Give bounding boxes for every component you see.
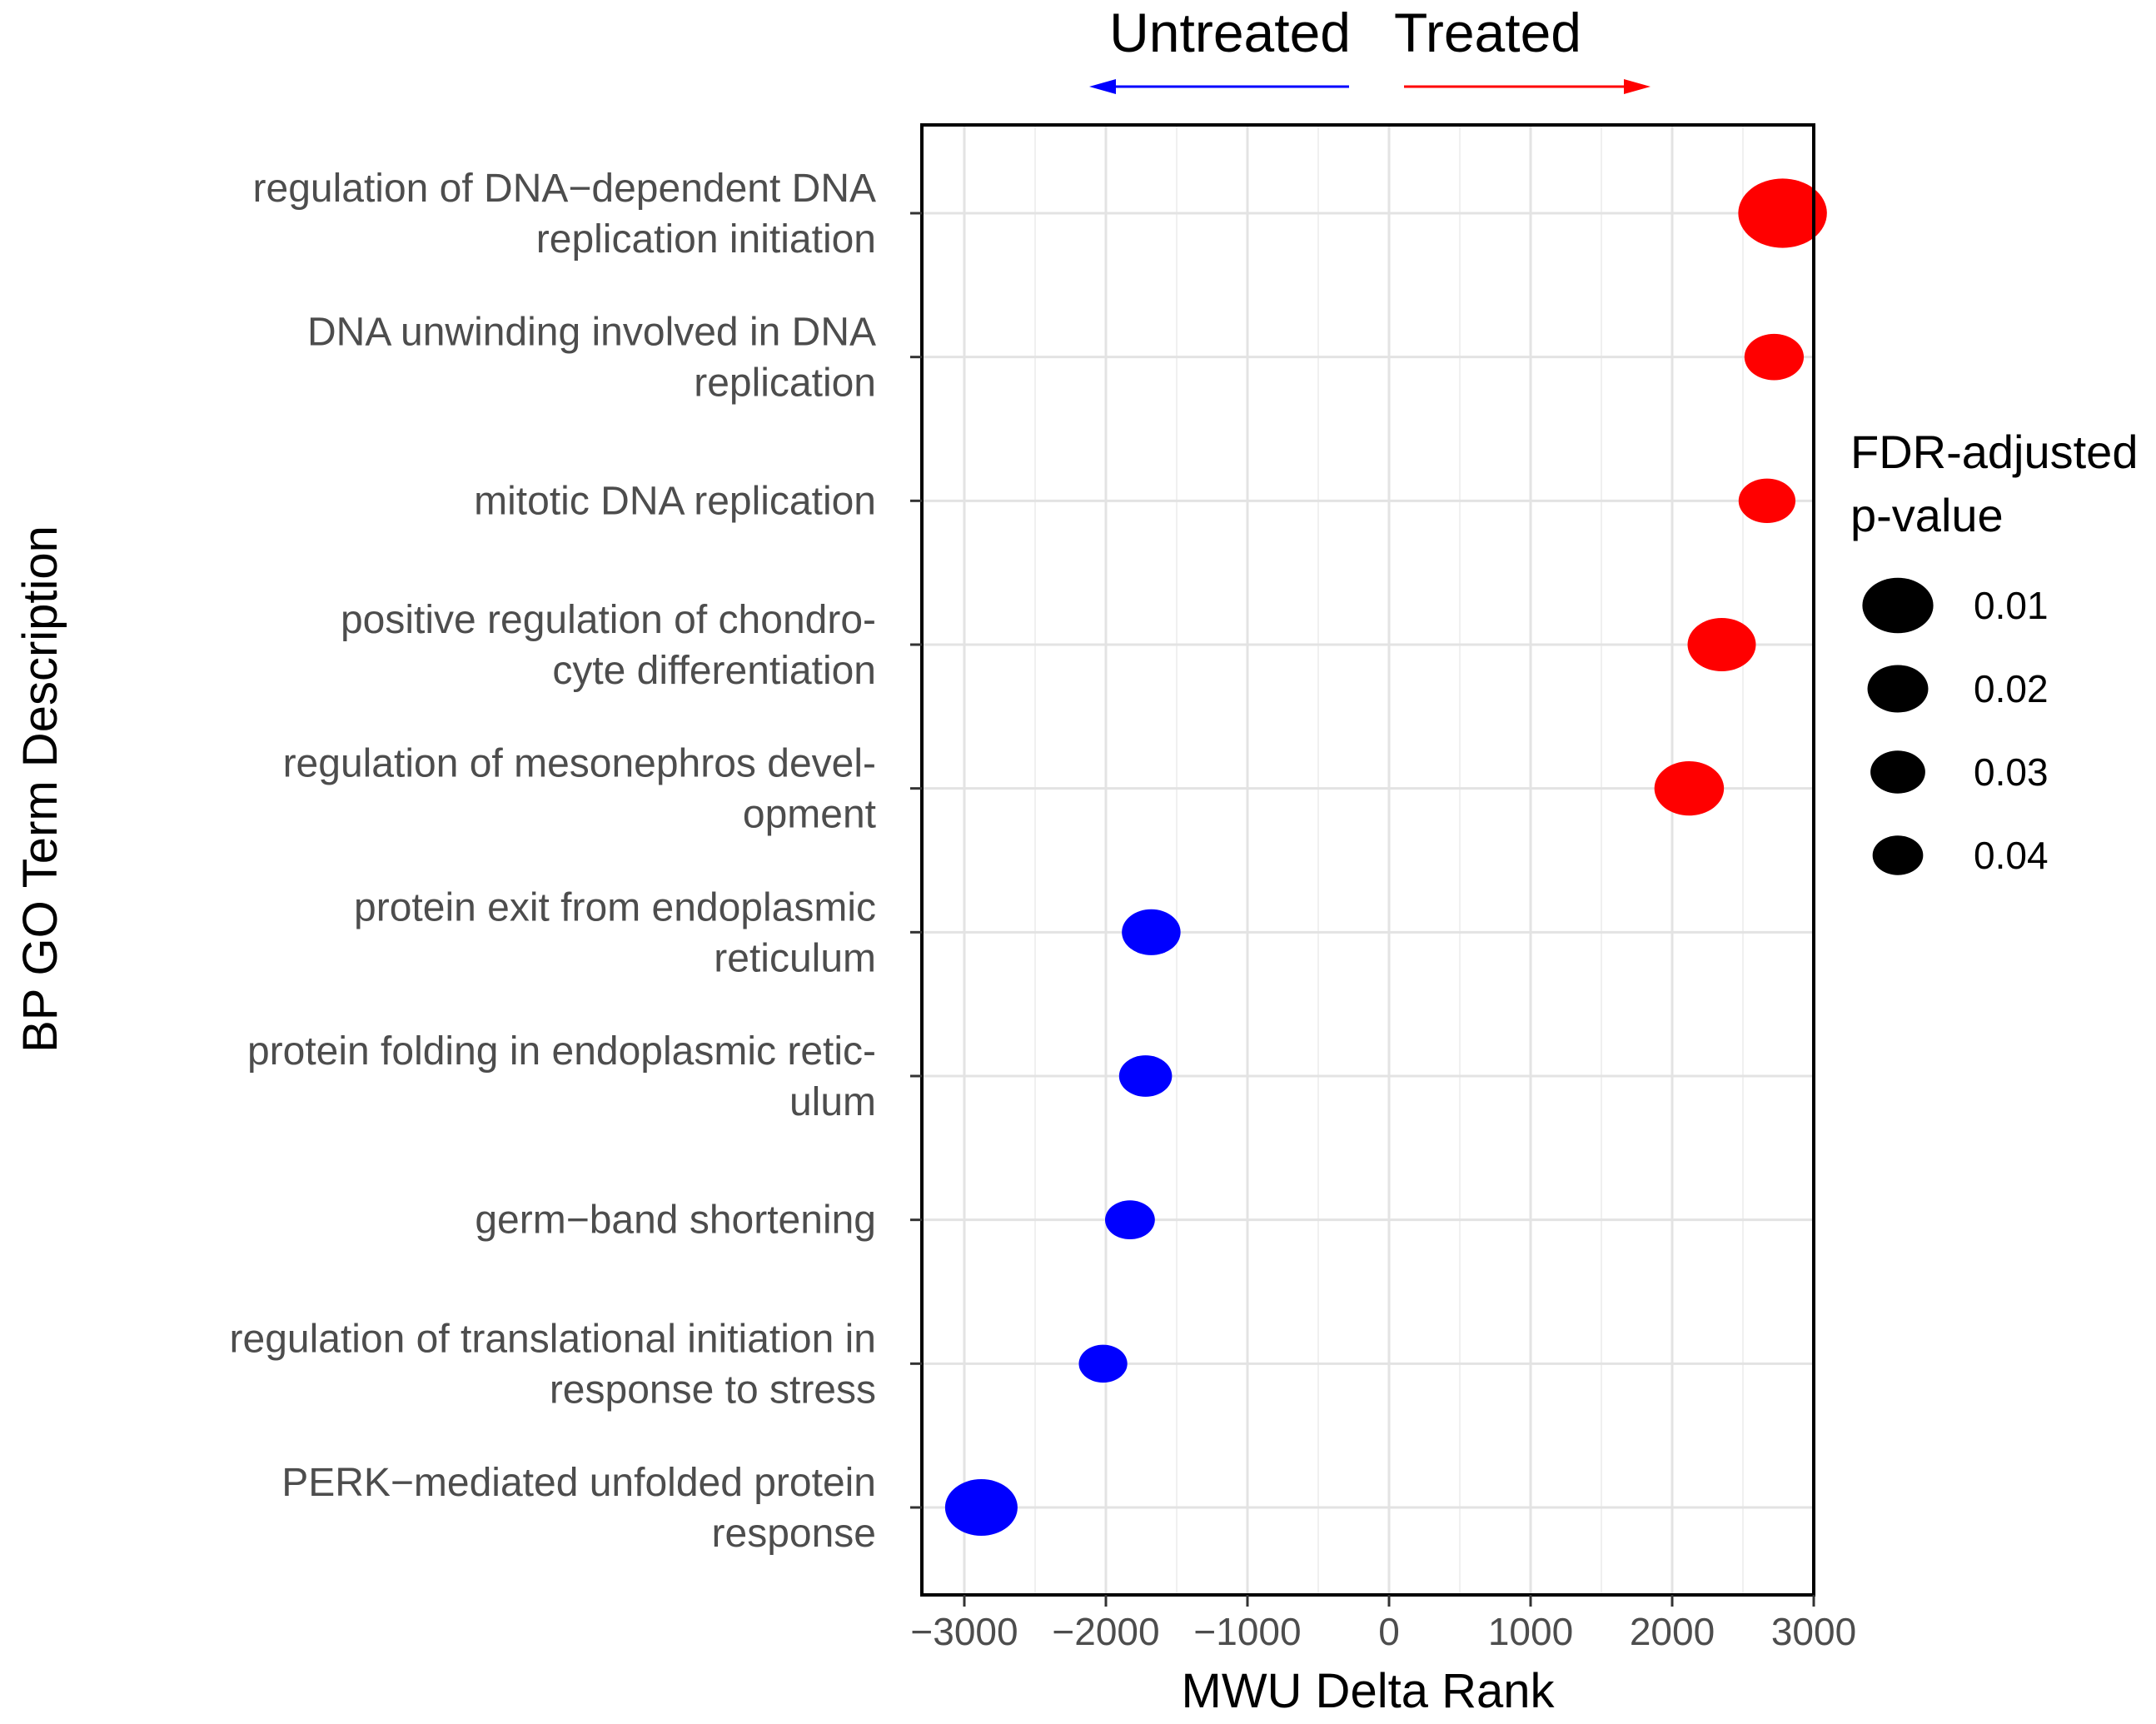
- category-label: protein folding in endoplasmic retic-: [247, 1029, 876, 1074]
- category-label: opment: [743, 793, 876, 837]
- data-point: [1738, 478, 1796, 524]
- data-point: [1654, 761, 1725, 816]
- category-label: regulation of DNA−dependent DNA: [253, 167, 876, 211]
- category-label: regulation of mesonephros devel-: [283, 742, 876, 786]
- data-point: [1738, 178, 1827, 248]
- legend-key: [1872, 835, 1924, 875]
- data-point: [1078, 1344, 1128, 1383]
- data-point: [1122, 909, 1181, 955]
- category-label: germ−band shortening: [475, 1198, 876, 1243]
- data-points: [944, 178, 1827, 1537]
- x-tick-label: 1000: [1488, 1610, 1573, 1653]
- category-label: replication initiation: [536, 217, 876, 262]
- direction-label-treated: Treated: [1394, 2, 1581, 63]
- category-label: response to stress: [550, 1368, 876, 1412]
- category-label: regulation of translational initiation i…: [230, 1317, 876, 1361]
- x-tick-label: 3000: [1771, 1610, 1856, 1653]
- data-point: [1687, 617, 1756, 672]
- y-axis-title: BP GO Term Description: [13, 526, 67, 1053]
- legend-key: [1867, 665, 1929, 713]
- category-label: cyte differentiation: [552, 649, 876, 693]
- x-tick-label: 0: [1378, 1610, 1400, 1653]
- category-label: mitotic DNA replication: [474, 479, 876, 523]
- legend-label: 0.01: [1974, 584, 2049, 627]
- axis-ticks: −3000 −2000 −1000 0 1000 2000 3000: [910, 212, 1856, 1653]
- x-tick-label: 2000: [1630, 1610, 1715, 1653]
- legend: FDR-adjusted p-value 0.01 0.02 0.03 0.04: [1850, 426, 2138, 877]
- arrow-right-head-icon: [1624, 79, 1651, 94]
- category-label: response: [712, 1512, 876, 1556]
- category-label: positive regulation of chondro-: [341, 598, 876, 642]
- legend-label: 0.04: [1974, 834, 2049, 877]
- legend-key: [1870, 750, 1925, 794]
- category-label: ulum: [789, 1080, 876, 1124]
- x-tick-label: −2000: [1052, 1610, 1159, 1653]
- category-label: DNA unwinding involved in DNA: [307, 311, 876, 355]
- category-label: protein exit from endoplasmic: [354, 885, 876, 929]
- legend-title-line-2: p-value: [1850, 489, 2004, 541]
- plot-panel-border: [920, 123, 1815, 1597]
- arrow-left-head-icon: [1089, 79, 1116, 94]
- direction-indicator: Untreated Treated: [1089, 2, 1651, 94]
- category-labels: regulation of DNA−dependent DNA replicati…: [230, 167, 876, 1556]
- direction-label-untreated: Untreated: [1109, 2, 1351, 63]
- category-label: reticulum: [714, 936, 876, 980]
- data-point: [944, 1478, 1018, 1537]
- legend-label: 0.02: [1974, 667, 2049, 710]
- x-tick-label: −3000: [910, 1610, 1018, 1653]
- legend-key: [1862, 577, 1934, 634]
- grid-lines: [922, 125, 1815, 1595]
- data-point: [1104, 1200, 1155, 1240]
- category-label: PERK−mediated unfolded protein: [281, 1461, 876, 1505]
- x-axis-title: MWU Delta Rank: [1182, 1664, 1556, 1718]
- data-point: [1744, 333, 1805, 381]
- legend-label: 0.03: [1974, 750, 2049, 794]
- category-label: replication: [694, 361, 876, 406]
- data-point: [1118, 1055, 1173, 1097]
- x-tick-label: −1000: [1193, 1610, 1301, 1653]
- legend-title-line-1: FDR-adjusted: [1850, 426, 2138, 478]
